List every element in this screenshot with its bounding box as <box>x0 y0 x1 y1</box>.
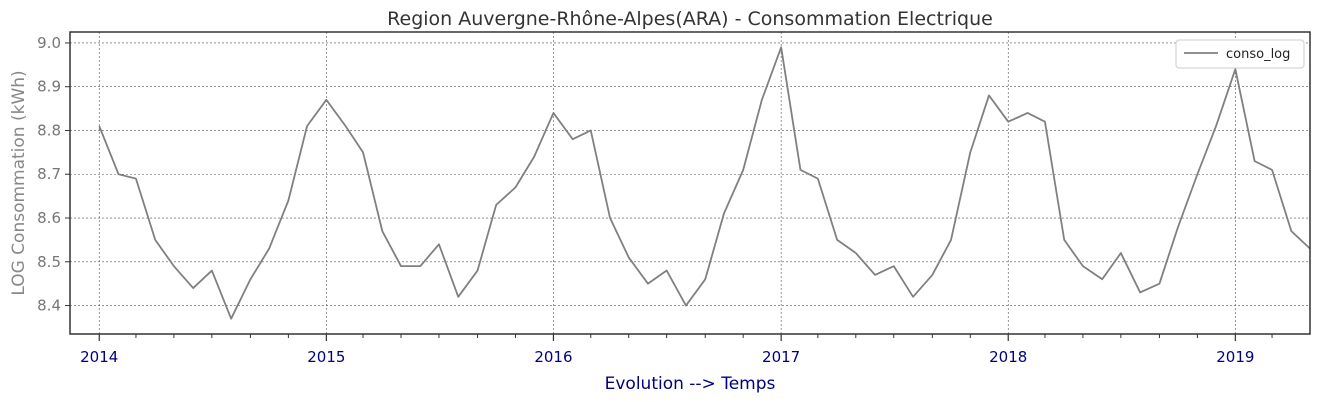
y-tick-label: 8.6 <box>37 209 61 227</box>
y-tick-label: 8.7 <box>37 165 61 183</box>
y-axis: 8.4 8.5 8.6 8.7 8.8 8.9 9.0 <box>37 34 70 315</box>
x-tick-label: 2017 <box>762 348 800 366</box>
legend-box <box>1175 39 1305 69</box>
x-tick-label: 2018 <box>989 348 1027 366</box>
series-group <box>98 46 1311 320</box>
y-tick-label: 8.5 <box>37 253 61 271</box>
series-line-conso-log <box>98 46 1311 320</box>
y-tick-label: 8.9 <box>37 78 61 96</box>
legend: conso_log <box>1175 39 1305 69</box>
y-axis-label: LOG Consommation (kWh) <box>9 70 29 295</box>
x-axis-label: Evolution --> Temps <box>605 374 776 394</box>
x-axis: 2014 2015 2016 2017 2018 2019 <box>80 334 1254 366</box>
grid-lines <box>70 32 1310 334</box>
plot-frame <box>69 31 1311 335</box>
legend-entry-conso-log: conso_log <box>1226 47 1290 62</box>
x-tick-label: 2016 <box>534 348 572 366</box>
y-tick-label: 8.8 <box>37 121 61 139</box>
y-tick-label: 9.0 <box>37 34 61 52</box>
chart-title: Region Auvergne-Rhône-Alpes(ARA) - Conso… <box>387 8 993 30</box>
x-tick-label: 2015 <box>307 348 345 366</box>
y-tick-label: 8.4 <box>37 297 61 315</box>
x-tick-label: 2019 <box>1216 348 1254 366</box>
x-tick-label: 2014 <box>80 348 118 366</box>
